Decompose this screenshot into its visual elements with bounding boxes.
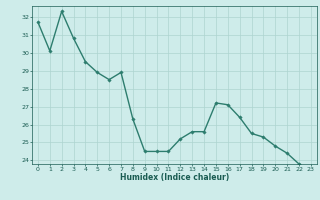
X-axis label: Humidex (Indice chaleur): Humidex (Indice chaleur) [120, 173, 229, 182]
